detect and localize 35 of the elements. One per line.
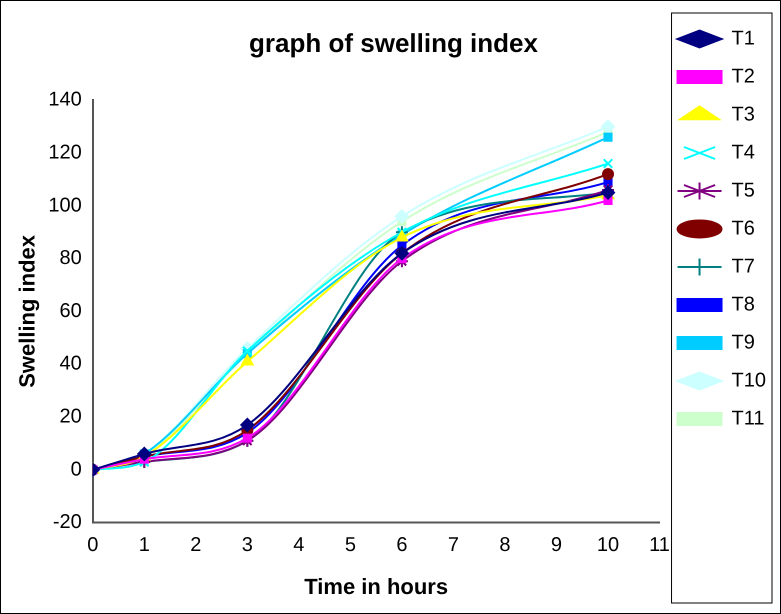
x-tick-label: 4 [293, 534, 304, 556]
y-tick-label: 120 [48, 142, 82, 164]
y-tick-label: 100 [48, 194, 82, 216]
legend-label: T3 [732, 104, 755, 126]
y-tick-label: 60 [60, 300, 82, 322]
legend-label: T10 [732, 370, 766, 392]
legend-label: T9 [732, 332, 755, 354]
y-tick-label: 80 [60, 247, 82, 270]
legend-label: T5 [732, 180, 755, 202]
y-tick-label: 140 [48, 88, 82, 111]
x-tick-label: 0 [87, 534, 98, 556]
x-tick-label: 1 [138, 534, 150, 556]
y-tick-label: 20 [60, 406, 82, 428]
x-tick-label: 2 [190, 534, 202, 556]
x-tick-label: 7 [448, 534, 459, 556]
legend-label: T1 [732, 28, 755, 50]
legend-label: T6 [732, 218, 755, 240]
x-tick-label: 8 [499, 534, 511, 556]
x-tick-label: 5 [344, 534, 356, 556]
x-tick-label: 9 [550, 534, 562, 556]
legend-label: T4 [732, 142, 755, 164]
legend-label: T11 [732, 408, 765, 430]
y-tick-label: 40 [60, 352, 82, 375]
y-axis-title: Swelling index [14, 234, 40, 388]
x-tick-label: 10 [596, 534, 620, 556]
legend-label: T2 [732, 66, 755, 88]
chart-title: graph of swelling index [249, 28, 538, 58]
x-tick-label: 11 [649, 534, 670, 556]
y-tick-label: 0 [70, 458, 82, 480]
x-tick-label: 6 [396, 534, 408, 556]
y-tick-label: -20 [52, 511, 82, 534]
x-tick-label: 3 [242, 534, 253, 556]
legend-label: T7 [732, 256, 755, 278]
legend-label: T8 [732, 294, 755, 316]
x-axis-title: Time in hours [304, 574, 448, 599]
